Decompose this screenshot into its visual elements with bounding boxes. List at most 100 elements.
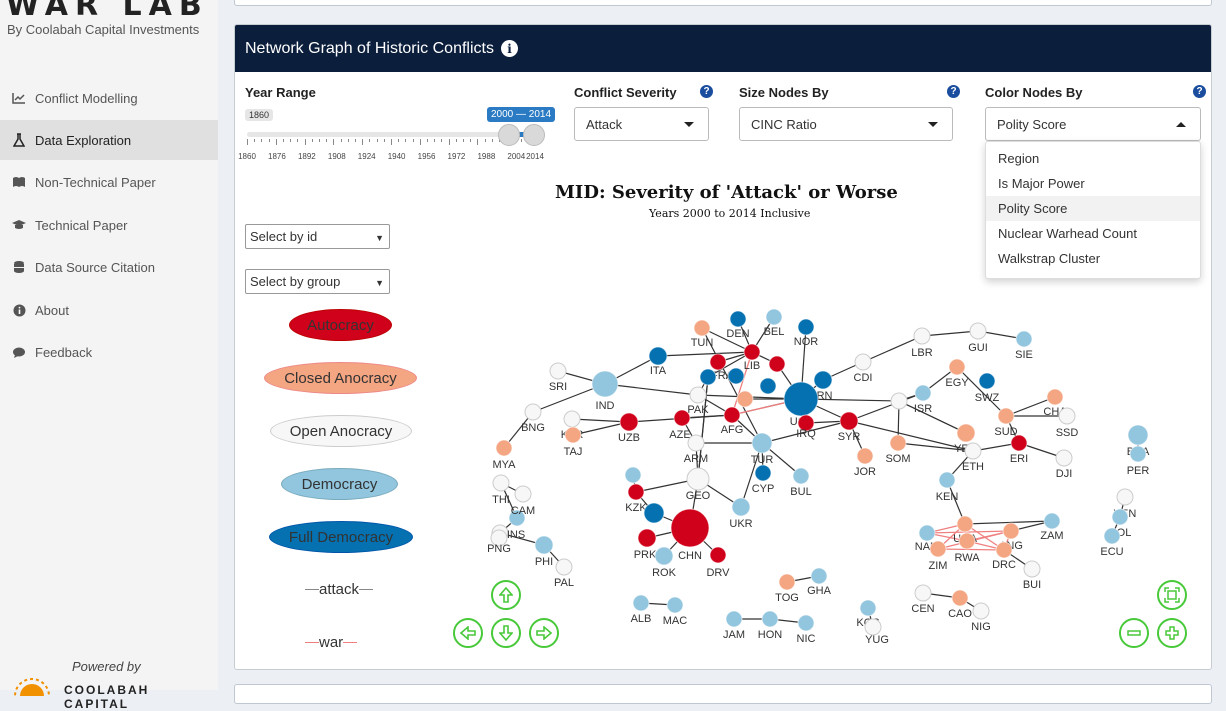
graph-node[interactable] xyxy=(689,386,707,404)
graph-node[interactable] xyxy=(624,466,642,484)
graph-node[interactable] xyxy=(727,367,745,385)
size-nodes-by-select[interactable]: CINC Ratio xyxy=(739,107,953,141)
graph-node[interactable] xyxy=(743,343,761,361)
graph-node[interactable] xyxy=(1055,449,1073,467)
graph-node[interactable] xyxy=(972,602,990,620)
graph-node[interactable] xyxy=(854,353,872,371)
graph-node[interactable] xyxy=(889,434,907,452)
graph-node[interactable] xyxy=(751,432,773,454)
graph-node[interactable] xyxy=(810,567,828,585)
graph-node[interactable] xyxy=(1103,527,1121,545)
graph-node[interactable] xyxy=(524,403,542,421)
slider-handle-start[interactable] xyxy=(498,124,520,146)
sidebar-item-conflict-modelling[interactable]: Conflict Modelling xyxy=(0,78,218,118)
graph-node[interactable] xyxy=(1043,512,1061,530)
graph-node[interactable] xyxy=(813,370,833,390)
graph-node[interactable] xyxy=(723,406,741,424)
graph-node[interactable] xyxy=(632,594,650,612)
color-nodes-by-select[interactable]: Polity Score xyxy=(985,107,1201,141)
graph-node[interactable] xyxy=(654,546,674,566)
graph-node[interactable] xyxy=(564,426,582,444)
sidebar-item-about[interactable]: About xyxy=(0,290,218,330)
graph-node[interactable] xyxy=(1111,508,1129,526)
graph-node[interactable] xyxy=(797,414,815,432)
graph-node[interactable] xyxy=(839,411,859,431)
fit-view-button[interactable] xyxy=(1157,580,1187,610)
info-icon[interactable]: i xyxy=(500,40,518,57)
slider-track[interactable] xyxy=(247,132,537,137)
graph-node[interactable] xyxy=(686,467,710,491)
zoom-in-button[interactable] xyxy=(1157,618,1187,648)
graph-node[interactable] xyxy=(673,409,691,427)
graph-node[interactable] xyxy=(929,540,947,558)
conflict-severity-select[interactable]: Attack xyxy=(574,107,709,141)
slider-handle-end[interactable] xyxy=(523,124,545,146)
help-icon[interactable]: ? xyxy=(1193,85,1206,98)
menu-option-walkstrap-cluster[interactable]: Walkstrap Cluster xyxy=(998,251,1101,266)
graph-node[interactable] xyxy=(709,353,727,371)
graph-node[interactable] xyxy=(778,573,796,591)
zoom-out-button[interactable] xyxy=(1119,618,1149,648)
graph-node[interactable] xyxy=(913,327,931,345)
graph-node[interactable] xyxy=(1116,488,1134,506)
sidebar-item-feedback[interactable]: Feedback xyxy=(0,332,218,372)
sidebar-item-non-technical-paper[interactable]: Non-Technical Paper xyxy=(0,162,218,202)
network-graph[interactable]: DENBELNORTUNITALIBFRAIRNUSAIRQPAKAFGINDS… xyxy=(235,25,1212,670)
graph-node[interactable] xyxy=(768,355,786,373)
graph-node[interactable] xyxy=(890,392,908,410)
graph-node[interactable] xyxy=(783,381,819,417)
graph-node[interactable] xyxy=(725,610,743,628)
graph-node[interactable] xyxy=(918,524,936,542)
graph-node[interactable] xyxy=(759,377,777,395)
graph-node[interactable] xyxy=(958,532,976,550)
graph-node[interactable] xyxy=(687,434,705,452)
graph-node[interactable] xyxy=(643,502,665,524)
graph-node[interactable] xyxy=(508,509,526,527)
graph-node[interactable] xyxy=(731,497,751,517)
graph-node[interactable] xyxy=(563,410,581,428)
menu-option-polity-score[interactable]: Polity Score xyxy=(986,196,1200,221)
pan-down-button[interactable] xyxy=(491,618,521,648)
graph-node[interactable] xyxy=(699,368,717,386)
graph-node[interactable] xyxy=(1129,445,1147,463)
menu-option-region[interactable]: Region xyxy=(998,151,1040,166)
select-by-id[interactable]: Select by id ▼ xyxy=(245,224,390,249)
graph-node[interactable] xyxy=(1010,434,1028,452)
help-icon[interactable]: ? xyxy=(947,85,960,98)
menu-option-is-major-power[interactable]: Is Major Power xyxy=(998,176,1085,191)
graph-node[interactable] xyxy=(964,442,982,460)
graph-node[interactable] xyxy=(549,362,567,380)
sidebar-item-technical-paper[interactable]: Technical Paper xyxy=(0,205,218,245)
graph-node[interactable] xyxy=(956,515,974,533)
graph-node[interactable] xyxy=(754,464,772,482)
graph-node[interactable] xyxy=(864,618,882,636)
graph-node[interactable] xyxy=(619,412,639,432)
sidebar-item-data-exploration[interactable]: Data Exploration xyxy=(0,120,218,160)
graph-node[interactable] xyxy=(765,308,783,326)
graph-node[interactable] xyxy=(797,318,815,336)
graph-node[interactable] xyxy=(1015,330,1033,348)
sidebar-item-data-source-citation[interactable]: Data Source Citation xyxy=(0,247,218,287)
graph-node[interactable] xyxy=(856,447,874,465)
graph-node[interactable] xyxy=(648,346,668,366)
graph-node[interactable] xyxy=(997,407,1015,425)
graph-node[interactable] xyxy=(978,372,996,390)
graph-node[interactable] xyxy=(729,310,747,328)
pan-right-button[interactable] xyxy=(529,618,559,648)
graph-node[interactable] xyxy=(495,439,513,457)
graph-node[interactable] xyxy=(761,610,779,628)
graph-node[interactable] xyxy=(666,596,684,614)
graph-node[interactable] xyxy=(591,370,619,398)
graph-node[interactable] xyxy=(948,358,966,376)
pan-up-button[interactable] xyxy=(491,580,521,610)
graph-node[interactable] xyxy=(709,546,727,564)
graph-node[interactable] xyxy=(792,467,810,485)
graph-node[interactable] xyxy=(951,589,969,607)
graph-node[interactable] xyxy=(995,541,1013,559)
graph-node[interactable] xyxy=(797,614,815,632)
help-icon[interactable]: ? xyxy=(700,85,713,98)
graph-node[interactable] xyxy=(627,483,645,501)
graph-node[interactable] xyxy=(670,508,710,548)
graph-node[interactable] xyxy=(956,423,976,443)
graph-node[interactable] xyxy=(534,535,554,555)
